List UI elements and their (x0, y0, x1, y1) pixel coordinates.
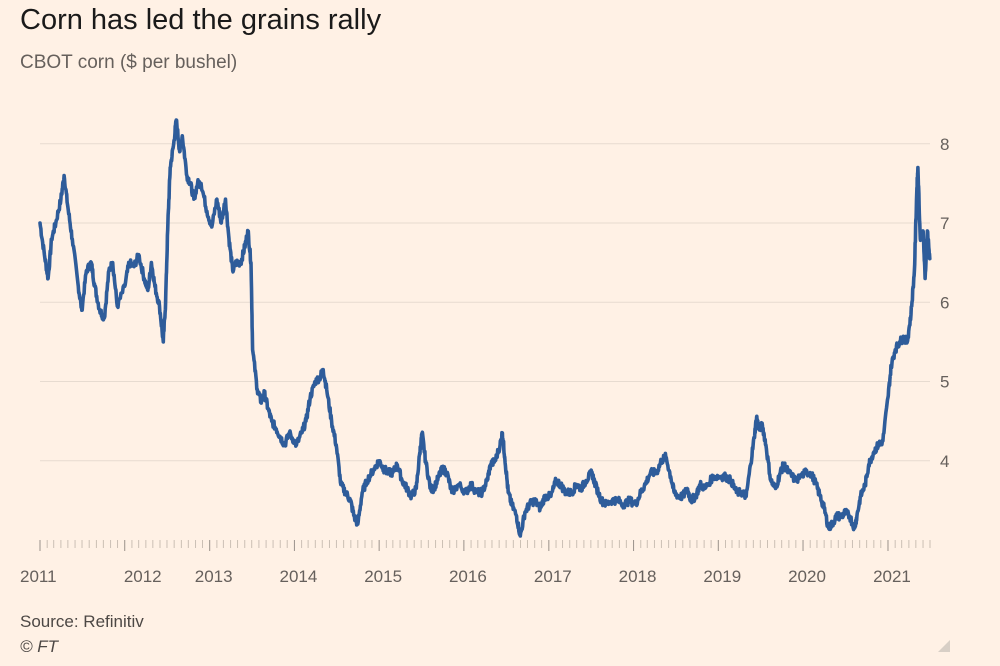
x-axis: 2011 2012 2013 2014 2015 2016 2017 2018 2019 2020… (20, 540, 931, 586)
source-note: Source: Refinitiv (20, 612, 144, 631)
y-tick-label: 8 (940, 135, 949, 154)
y-axis: 4 5 6 7 8 (940, 135, 949, 471)
x-tick-label: 2011 (20, 567, 57, 586)
resize-corner-icon (938, 640, 950, 652)
x-tick-label: 2020 (788, 567, 826, 586)
grid-lines (40, 143, 930, 462)
x-tick-label: 2014 (280, 567, 318, 586)
series-line (38, 118, 932, 538)
x-tick-label: 2018 (619, 567, 657, 586)
x-tick-label: 2015 (364, 567, 402, 586)
series-group (38, 118, 932, 538)
x-tick-label: 2012 (124, 567, 162, 586)
ft-credit: © FT (20, 637, 59, 656)
x-tick-label: 2017 (534, 567, 572, 586)
x-tick-label: 2016 (449, 567, 487, 586)
x-tick-label: 2021 (873, 567, 911, 586)
x-tick-label: 2013 (195, 567, 233, 586)
y-tick-label: 7 (940, 214, 949, 233)
y-tick-label: 4 (940, 452, 949, 471)
y-tick-label: 6 (940, 293, 949, 312)
x-tick-label: 2019 (703, 567, 741, 586)
y-tick-label: 5 (940, 373, 949, 392)
chart-title: Corn has led the grains rally (20, 4, 382, 36)
chart-subtitle: CBOT corn ($ per bushel) (20, 52, 238, 73)
